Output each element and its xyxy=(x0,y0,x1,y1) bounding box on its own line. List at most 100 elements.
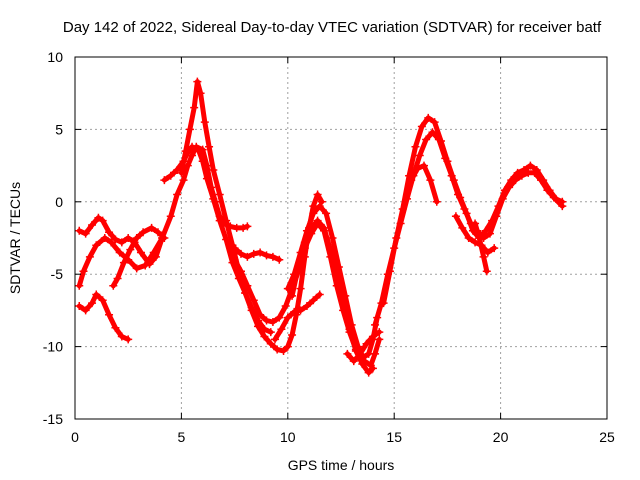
data-point-marker xyxy=(371,320,380,329)
data-point-marker xyxy=(332,270,341,279)
data-series-track-17 xyxy=(471,219,491,276)
data-point-marker xyxy=(94,213,103,222)
plot-frame xyxy=(74,56,608,420)
data-point-marker xyxy=(419,161,428,170)
data-point-marker xyxy=(75,281,84,290)
data-point-marker xyxy=(126,245,135,254)
data-point-marker xyxy=(319,223,328,232)
data-point-marker xyxy=(328,234,337,242)
data-point-marker xyxy=(198,157,207,166)
data-point-marker xyxy=(194,145,203,154)
data-point-marker xyxy=(488,216,497,225)
data-point-marker xyxy=(105,310,114,319)
data-point-marker xyxy=(181,147,190,156)
data-point-marker xyxy=(81,229,90,238)
data-point-marker xyxy=(417,122,426,131)
data-point-marker xyxy=(230,255,239,264)
data-point-marker xyxy=(430,118,439,127)
series-line xyxy=(289,218,376,376)
data-point-marker xyxy=(209,194,218,203)
data-point-marker xyxy=(196,89,205,98)
data-point-marker xyxy=(317,197,326,206)
data-point-marker xyxy=(307,223,316,232)
data-point-marker xyxy=(313,190,322,199)
data-point-marker xyxy=(166,212,175,221)
data-point-marker xyxy=(415,151,424,160)
y-axis-label: SDTVAR / TECUs xyxy=(7,182,23,294)
data-series-track-4 xyxy=(109,223,169,290)
data-point-marker xyxy=(364,368,373,377)
y-tick-label: 0 xyxy=(55,194,63,210)
data-series-track-6 xyxy=(177,77,326,355)
data-point-marker xyxy=(458,223,467,232)
data-point-marker xyxy=(475,234,484,242)
data-point-marker xyxy=(424,113,433,122)
data-series-track-12 xyxy=(343,328,384,366)
data-point-marker xyxy=(275,255,284,264)
data-point-marker xyxy=(260,332,269,341)
data-point-marker xyxy=(277,325,286,334)
data-point-marker xyxy=(309,296,318,305)
data-point-marker xyxy=(362,339,371,348)
data-point-marker xyxy=(313,216,322,225)
data-point-marker xyxy=(136,248,145,257)
data-point-marker xyxy=(507,176,516,185)
data-point-marker xyxy=(379,299,388,308)
data-point-marker xyxy=(236,267,245,276)
data-point-marker xyxy=(88,220,97,229)
data-point-marker xyxy=(356,349,365,358)
data-point-marker xyxy=(300,238,309,247)
data-point-marker xyxy=(494,202,503,211)
data-point-marker xyxy=(98,296,107,305)
data-point-marker xyxy=(117,238,126,247)
data-point-marker xyxy=(368,332,377,341)
data-point-marker xyxy=(200,118,209,127)
series-line xyxy=(408,163,440,205)
data-point-marker xyxy=(185,125,194,134)
data-point-marker xyxy=(153,228,162,237)
y-tick-label: -10 xyxy=(43,339,63,355)
data-point-marker xyxy=(92,241,101,250)
data-point-marker xyxy=(151,252,160,261)
data-point-marker xyxy=(281,302,290,311)
data-point-marker xyxy=(243,252,252,261)
data-point-marker xyxy=(471,219,480,228)
data-point-marker xyxy=(288,331,297,340)
series-line xyxy=(472,221,490,274)
data-point-marker xyxy=(262,251,271,260)
data-point-marker xyxy=(375,335,384,344)
data-series-track-14 xyxy=(379,113,567,308)
data-point-marker xyxy=(113,274,122,283)
data-point-marker xyxy=(290,307,299,316)
data-point-marker xyxy=(81,306,90,315)
series-line xyxy=(76,292,131,342)
data-point-marker xyxy=(296,306,305,315)
data-point-marker xyxy=(302,302,311,311)
data-point-marker xyxy=(188,151,197,160)
data-point-marker xyxy=(296,284,305,293)
data-series-layer xyxy=(75,77,567,377)
x-tick-label: 20 xyxy=(493,429,509,445)
data-point-marker xyxy=(371,349,380,358)
data-point-marker xyxy=(339,299,348,308)
data-point-marker xyxy=(422,135,431,144)
data-point-marker xyxy=(254,322,263,331)
data-point-marker xyxy=(428,128,437,137)
data-point-marker xyxy=(275,313,284,322)
data-point-marker xyxy=(132,234,141,242)
data-point-marker xyxy=(107,238,116,247)
data-point-marker xyxy=(279,346,288,355)
data-point-marker xyxy=(75,226,84,235)
data-point-marker xyxy=(398,205,407,214)
data-point-marker xyxy=(117,332,126,341)
data-point-marker xyxy=(160,176,169,185)
data-point-marker xyxy=(179,176,188,185)
data-point-marker xyxy=(256,310,265,319)
data-point-marker xyxy=(349,357,358,366)
data-point-marker xyxy=(222,216,231,225)
data-point-marker xyxy=(407,176,416,185)
data-point-marker xyxy=(193,77,202,86)
y-tick-label: -15 xyxy=(43,411,63,427)
data-point-marker xyxy=(268,252,277,261)
data-series-track-1 xyxy=(75,290,133,344)
